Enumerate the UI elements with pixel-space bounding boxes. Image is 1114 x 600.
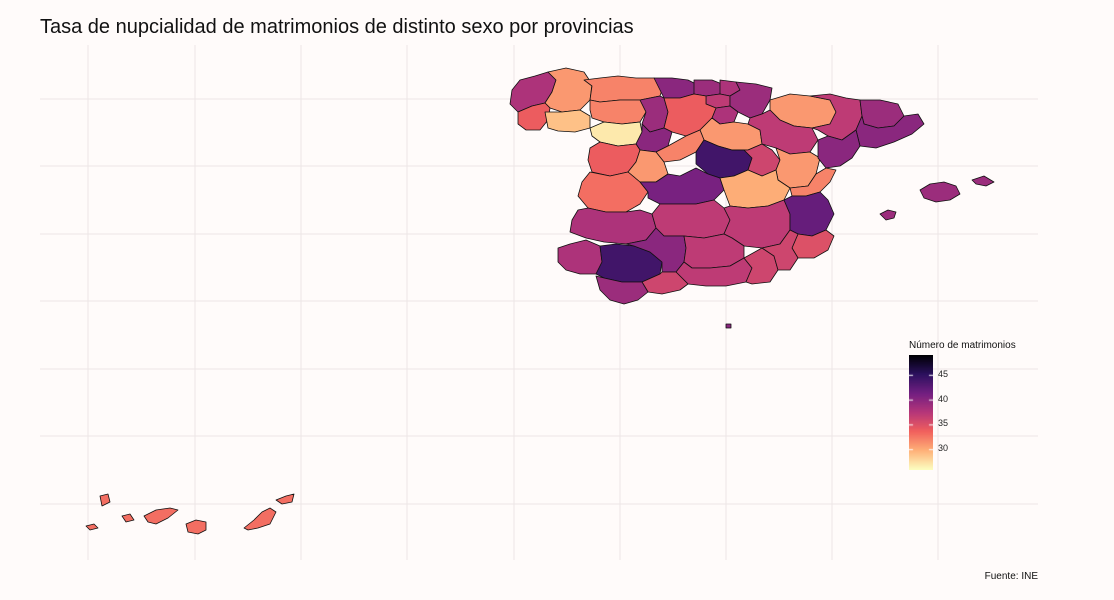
- province-tarragona: [817, 129, 861, 169]
- legend-title: Número de matrimonios: [909, 340, 1016, 351]
- province-valencia: [783, 191, 835, 237]
- legend-color-bar: [909, 355, 933, 470]
- province-huelva: [557, 239, 603, 275]
- chart-title: Tasa de nupcialidad de matrimonios de di…: [40, 16, 634, 38]
- province-badajoz: [569, 207, 657, 245]
- legend-tick-label: 45: [938, 368, 949, 379]
- legend-tick-label: 40: [938, 393, 949, 404]
- legend-tick-label: 30: [938, 443, 949, 454]
- province-las-palmas: [185, 493, 295, 535]
- province-santa-cruz-de-tenerife: [85, 493, 179, 531]
- caption: Fuente: INE: [984, 571, 1038, 582]
- province-regions: [85, 67, 995, 535]
- province-bizkaia: [693, 79, 723, 97]
- province-cadiz: [595, 275, 649, 305]
- province-malaga: [641, 271, 689, 295]
- province-murcia: [761, 229, 799, 271]
- province-ourense: [544, 109, 591, 133]
- province-leon: [589, 99, 647, 125]
- province-zaragoza: [747, 109, 819, 155]
- province-caceres: [577, 171, 649, 213]
- province-illes-balears: [879, 175, 995, 221]
- province-ciudad-real: [651, 199, 731, 239]
- province-zamora: [589, 121, 643, 147]
- province-melilla: [725, 323, 732, 329]
- legend-tick-label: 35: [938, 418, 949, 429]
